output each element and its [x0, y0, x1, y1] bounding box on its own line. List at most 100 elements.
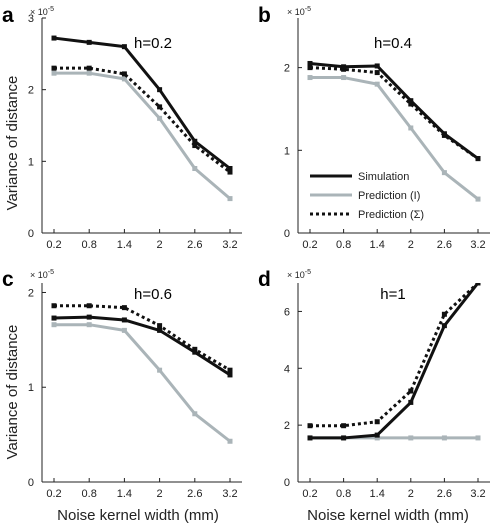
data-point-prediction-i [307, 75, 313, 81]
data-point-simulation [86, 314, 92, 320]
data-point-simulation [86, 39, 92, 45]
x-axis-label: Noise kernel width (mm) [307, 507, 469, 524]
data-point-prediction-i [374, 435, 380, 441]
data-point-prediction [86, 303, 92, 309]
data-point-prediction [227, 169, 233, 175]
data-point-prediction [374, 419, 380, 425]
axis-scale-label: × 10-5 [30, 269, 54, 280]
x-tick-label: 0.2 [302, 488, 317, 500]
data-point-simulation [192, 138, 198, 144]
data-point-prediction [307, 423, 313, 429]
panel-title: h=0.6 [134, 286, 172, 303]
panel-label: c [2, 268, 14, 291]
data-point-prediction-i [408, 435, 414, 441]
y-axis-label: Variance of distance [4, 76, 21, 211]
series-prediction [51, 303, 233, 373]
data-point-prediction-i [157, 367, 163, 373]
x-tick-label: 1.4 [117, 488, 132, 500]
y-tick-label: 2 [284, 63, 290, 75]
y-tick-label: 1 [28, 156, 34, 168]
data-point-prediction-i [475, 196, 481, 202]
data-point-prediction-i [51, 322, 57, 328]
x-tick-label: 2.6 [187, 488, 202, 500]
data-point-simulation [227, 372, 233, 378]
series-prediction-i [51, 322, 233, 444]
panel-label: d [258, 268, 271, 291]
data-point-prediction [441, 311, 447, 317]
x-tick-label: 2 [157, 488, 163, 500]
data-point-prediction [341, 423, 347, 429]
data-point-prediction-i [192, 411, 198, 417]
data-point-prediction-i [192, 166, 198, 171]
data-point-prediction [51, 65, 57, 71]
x-tick-label: 2 [157, 239, 163, 251]
y-tick-label: 4 [284, 363, 290, 375]
data-point-simulation [121, 44, 127, 50]
data-point-simulation [475, 283, 481, 286]
series-simulation [51, 35, 233, 171]
data-point-prediction-i [341, 75, 347, 81]
data-point-prediction-i [86, 70, 92, 76]
series-prediction [307, 65, 481, 162]
data-point-simulation [227, 166, 233, 171]
data-point-simulation [157, 327, 163, 333]
x-tick-label: 1.4 [370, 488, 385, 500]
x-tick-label: 0.2 [46, 239, 61, 251]
series-line-prediction-i [54, 71, 231, 200]
axis-scale-label: × 10-5 [287, 269, 311, 280]
y-tick-label: 0 [28, 477, 34, 489]
data-point-prediction [51, 303, 57, 309]
panel-title: h=0.4 [374, 35, 412, 52]
series-line-simulation [309, 61, 479, 160]
panel-title: h=1 [380, 286, 405, 303]
axis-scale-label: × 10-5 [30, 6, 54, 17]
legend-label-simulation: Simulation [358, 171, 409, 183]
x-axis-label: Noise kernel width (mm) [57, 507, 219, 524]
data-point-prediction-i [86, 322, 92, 328]
series-prediction-i [307, 75, 481, 202]
x-tick-label: 2.6 [437, 488, 452, 500]
series-line-prediction-i [54, 323, 231, 443]
series-simulation [307, 283, 481, 441]
x-tick-label: 0.8 [336, 488, 351, 500]
data-point-prediction [227, 367, 233, 373]
data-point-simulation [408, 399, 414, 405]
panel-d: d × 10-5 h=1 Noise kernel width (mm) 0 2 4… [258, 268, 490, 524]
x-tick-label: 0.8 [82, 488, 97, 500]
legend: Simulation Prediction (I) Prediction (Σ) [310, 171, 424, 221]
y-tick-label: 3 [28, 13, 34, 25]
data-point-simulation [121, 317, 127, 323]
data-point-prediction-i [157, 115, 163, 121]
series-prediction [51, 65, 233, 175]
data-point-simulation [408, 98, 414, 104]
series-line-simulation [53, 315, 231, 377]
series-line-prediction [309, 66, 479, 160]
data-point-prediction-i [121, 327, 127, 333]
data-point-prediction-i [441, 435, 447, 441]
data-point-prediction-i [475, 435, 481, 441]
x-tick-label: 0.8 [336, 239, 351, 251]
x-tick-label: 0.2 [46, 488, 61, 500]
data-point-simulation [341, 435, 347, 441]
x-tick-label: 3.2 [222, 239, 237, 251]
x-tick-label: 2 [408, 239, 414, 251]
panel-label: b [258, 4, 271, 27]
axis-scale-label: × 10-5 [287, 6, 311, 17]
y-tick-label: 2 [28, 85, 34, 97]
y-tick-label: 0 [284, 477, 290, 489]
x-tick-label: 2.6 [187, 239, 202, 251]
series-line-prediction-i [310, 76, 479, 201]
data-point-prediction-i [374, 81, 380, 87]
y-tick-label: 1 [284, 145, 290, 157]
panel-b: b × 10-5 h=0.4 Simulation Prediction (I)… [258, 4, 490, 251]
series-line-prediction [310, 283, 480, 428]
x-tick-label: 3.2 [470, 488, 485, 500]
x-tick-label: 0.8 [82, 239, 97, 251]
x-tick-label: 2 [408, 488, 414, 500]
x-tick-label: 3.2 [470, 239, 485, 251]
y-tick-label: 1 [28, 382, 34, 394]
x-tick-label: 1.4 [370, 239, 385, 251]
data-point-prediction [192, 143, 198, 149]
data-point-prediction [157, 104, 163, 110]
